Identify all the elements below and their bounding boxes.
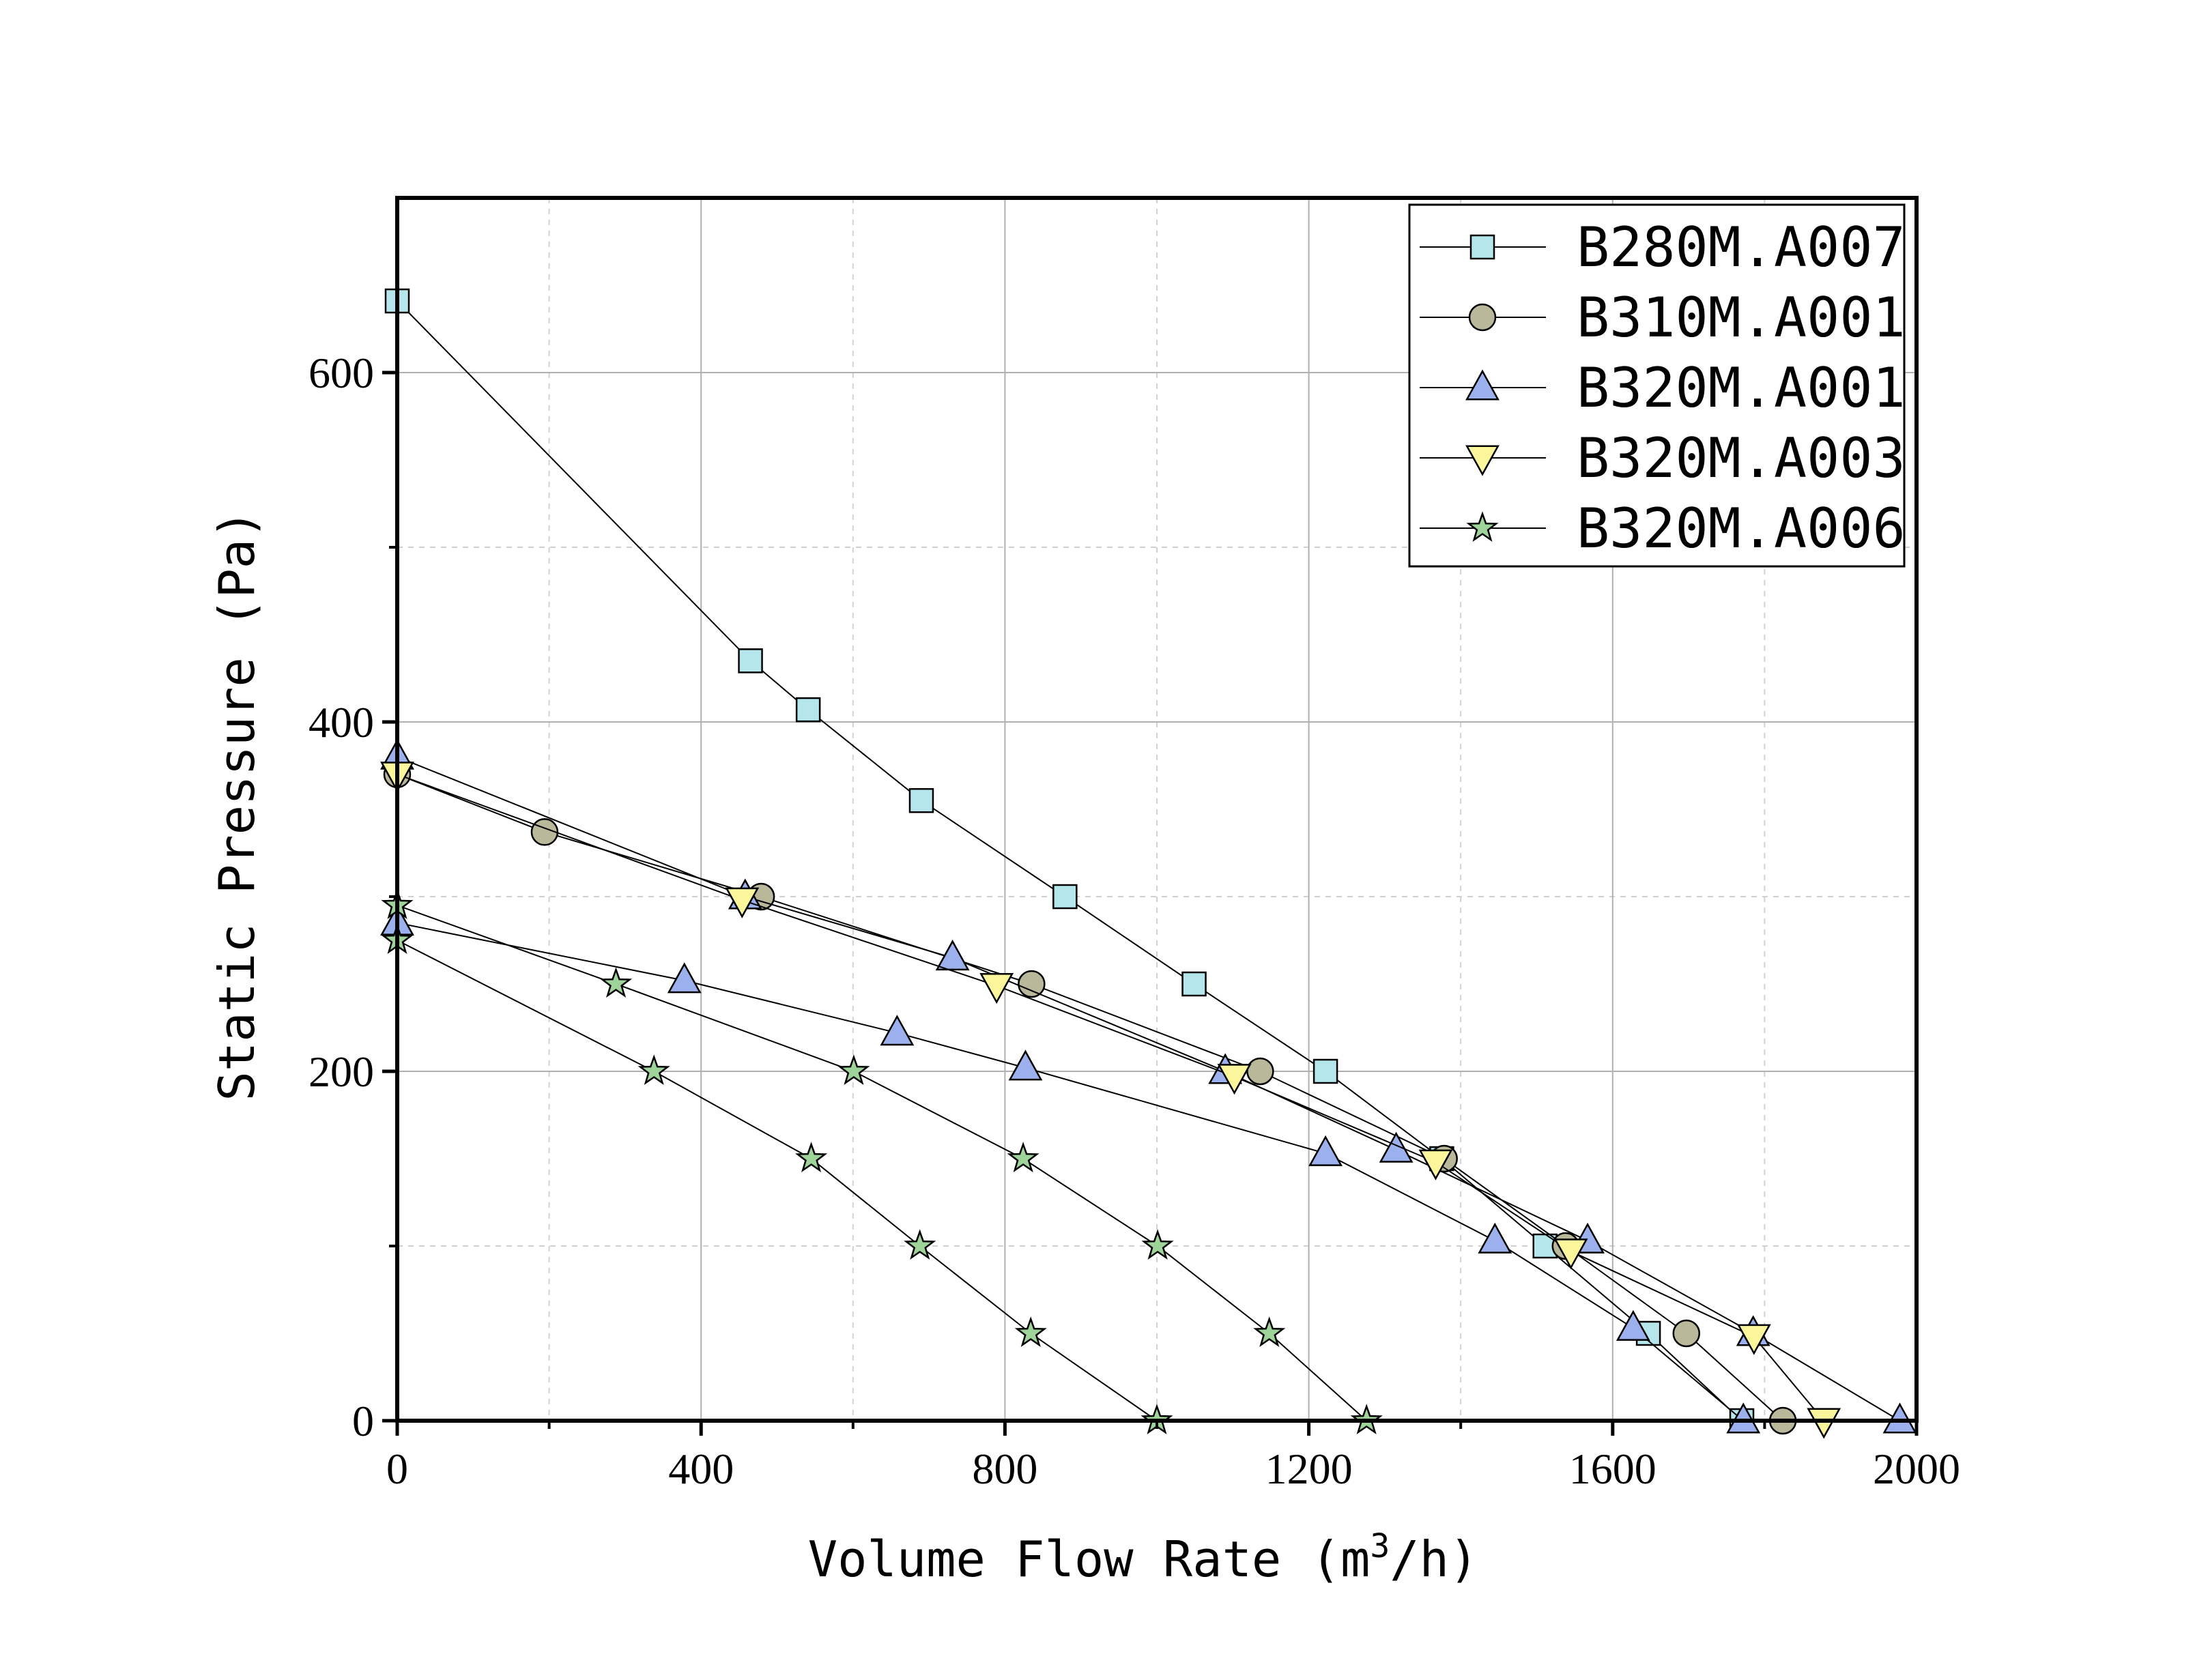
data-point-star: [637, 1054, 670, 1086]
series-B320M.A006: [381, 888, 1383, 1435]
data-point-triangle-up: [880, 1015, 915, 1046]
x-tick-label: 800: [972, 1445, 1037, 1493]
data-point-star: [1466, 511, 1499, 542]
y-tick-label: 200: [309, 1047, 374, 1096]
series-layer: [380, 288, 1917, 1439]
legend-label: B320M.A001: [1577, 356, 1906, 420]
data-point-triangle-up: [1465, 369, 1500, 401]
data-point-triangle-down: [1553, 1239, 1588, 1270]
data-point-triangle-up: [1379, 1131, 1414, 1163]
grid: [397, 198, 1917, 1421]
data-point-triangle-down: [1465, 445, 1500, 476]
data-point-triangle-down: [1807, 1408, 1841, 1439]
axes: [382, 196, 1919, 1436]
data-point-square: [1052, 884, 1078, 910]
series-B320M.A003: [380, 762, 1841, 1439]
legend-label: B310M.A001: [1577, 286, 1906, 349]
legend-item: B320M.A006: [1420, 497, 1906, 560]
data-point-star: [1141, 1229, 1174, 1260]
x-tick-label: 400: [668, 1445, 734, 1493]
legend-label: B320M.A003: [1577, 426, 1906, 490]
data-point-triangle-down: [1418, 1149, 1453, 1181]
data-point-star: [1253, 1316, 1286, 1348]
data-point-circle: [1018, 970, 1046, 998]
x-axis-title: Volume Flow Rate (m3/h): [808, 1527, 1479, 1588]
legend-item: B280M.A007: [1420, 216, 1906, 279]
data-point-triangle-down: [1217, 1064, 1252, 1095]
x-tick-label: 1200: [1265, 1445, 1353, 1493]
data-point-triangle-up: [1308, 1135, 1343, 1166]
data-point-triangle-up: [1726, 1402, 1761, 1434]
series-line: [397, 756, 1901, 1421]
series-line: [397, 773, 1824, 1421]
data-point-triangle-down: [725, 887, 760, 918]
data-point-circle: [1246, 1057, 1274, 1086]
series-B320M.A001: [380, 738, 1917, 1434]
data-point-star: [1007, 1142, 1039, 1173]
tick-labels: 0 400 800 1200 1600 2000 0 200 400 600: [309, 349, 1960, 1493]
data-point-triangle-down: [979, 973, 1014, 1004]
data-point-triangle-up: [1616, 1309, 1650, 1341]
data-point-square: [795, 697, 821, 723]
data-point-triangle-up: [667, 962, 702, 994]
data-point-square: [1469, 234, 1495, 260]
y-tick-label: 0: [352, 1397, 374, 1445]
data-point-triangle-up: [1478, 1222, 1512, 1254]
data-point-star: [600, 967, 633, 998]
data-point-triangle-up: [1882, 1402, 1917, 1434]
y-tick-label: 400: [309, 698, 374, 747]
y-tick-label: 600: [309, 349, 374, 397]
legend-item: B310M.A001: [1420, 286, 1906, 349]
y-axis-title: Static Pressure (Pa): [208, 510, 266, 1101]
data-point-star: [904, 1229, 936, 1260]
data-point-star: [795, 1142, 828, 1173]
series-line: [397, 940, 1158, 1421]
data-point-star: [837, 1054, 870, 1086]
legend: B280M.A007 B310M.A001 B320M.A001B320M.A003…: [1408, 203, 1906, 568]
data-point-square: [1312, 1058, 1338, 1084]
x-tick-label: 0: [386, 1445, 408, 1493]
legend-item: B320M.A001: [1420, 356, 1906, 420]
data-point-square: [1181, 971, 1207, 997]
legend-label: B280M.A007: [1577, 216, 1906, 279]
series-line: [397, 922, 1744, 1421]
x-tick-label: 2000: [1873, 1445, 1960, 1493]
data-point-triangle-up: [1008, 1049, 1043, 1081]
data-point-triangle-up: [935, 940, 970, 971]
legend-box: [1408, 203, 1906, 568]
data-point-circle: [1468, 303, 1497, 332]
legend-item: B320M.A003: [1420, 426, 1906, 490]
data-point-square: [738, 648, 763, 674]
data-point-circle: [1672, 1319, 1701, 1348]
legend-label: B320M.A006: [1577, 497, 1906, 560]
data-point-triangle-down: [1736, 1324, 1771, 1355]
data-point-star: [1014, 1316, 1047, 1348]
data-point-square: [908, 787, 934, 813]
x-tick-label: 1600: [1569, 1445, 1656, 1493]
